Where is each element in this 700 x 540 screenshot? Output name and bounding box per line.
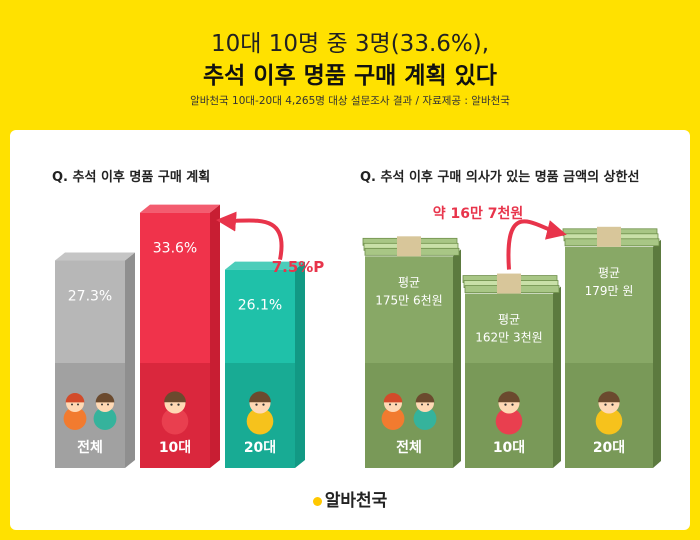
trend-arrow-left <box>216 211 284 261</box>
avg-value-label: 162만 3천원 <box>475 330 542 345</box>
person-icon <box>381 393 405 430</box>
bar-top <box>225 261 305 270</box>
title-line-1: 10대 10명 중 3명(33.6%), <box>210 31 490 57</box>
money-band <box>597 226 621 247</box>
money-band <box>397 236 421 257</box>
bar-value-label: 33.6% <box>153 241 197 257</box>
bar-side <box>453 249 461 468</box>
money-bar-1: 평균 162만 3천원 10대 <box>462 273 561 468</box>
avg-label: 평균 <box>498 313 520 327</box>
bar-side <box>653 239 661 468</box>
brand-logo: 알바천국 <box>0 486 700 511</box>
diff-label-right: 약 16만 7천원 <box>433 205 524 222</box>
bar-group-label: 전체 <box>77 439 103 456</box>
source-note: 알바천국 10대-20대 4,265명 대상 설문조사 결과 / 자료제공 : … <box>190 95 510 107</box>
bar-side <box>295 261 305 468</box>
bar-group-label: 10대 <box>493 440 525 456</box>
left-question: Q. 추석 이후 명품 구매 계획 <box>52 170 211 185</box>
avg-value-label: 175만 6천원 <box>375 292 442 307</box>
person-icon <box>161 391 189 435</box>
avg-label: 평균 <box>398 275 420 289</box>
diff-label-left: 7.5%P <box>272 258 325 276</box>
bar-value-label: 26.1% <box>238 298 282 314</box>
person-icon <box>93 393 117 430</box>
bar-top <box>55 252 135 261</box>
money-bar-2: 평균 179만 원 20대 <box>562 226 661 468</box>
title-line-2: 추석 이후 명품 구매 계획 있다 <box>203 63 497 89</box>
left-bar-0: 27.3% 전체 <box>55 252 135 468</box>
bee-icon <box>312 497 322 506</box>
bar-lower <box>365 363 453 468</box>
bar-side <box>210 204 220 468</box>
right-question: Q. 추석 이후 구매 의사가 있는 명품 금액의 상한선 <box>360 170 640 185</box>
left-bar-1: 33.6% 10대 <box>140 204 220 468</box>
person-icon <box>246 391 274 435</box>
person-icon <box>595 391 623 435</box>
brand-name: 알바천국 <box>324 491 388 511</box>
bar-group-label: 전체 <box>396 439 422 456</box>
bar-side <box>553 286 561 468</box>
trend-arrow-right <box>506 219 567 270</box>
avg-label: 평균 <box>598 266 620 280</box>
bar-top <box>140 204 220 213</box>
bar-group-label: 20대 <box>593 440 625 456</box>
avg-value-label: 179만 원 <box>585 284 634 298</box>
person-icon <box>63 393 87 430</box>
bar-group-label: 10대 <box>159 440 191 456</box>
left-chart: 27.3% 전체 33.6% 10대 26.1% 20대 7.5%P <box>55 204 325 468</box>
person-icon <box>495 391 523 435</box>
person-icon <box>413 393 437 430</box>
money-band <box>497 273 521 294</box>
bar-side <box>125 252 135 468</box>
left-bar-2: 26.1% 20대 <box>225 261 305 468</box>
bar-group-label: 20대 <box>244 440 276 456</box>
bar-value-label: 27.3% <box>68 289 112 305</box>
